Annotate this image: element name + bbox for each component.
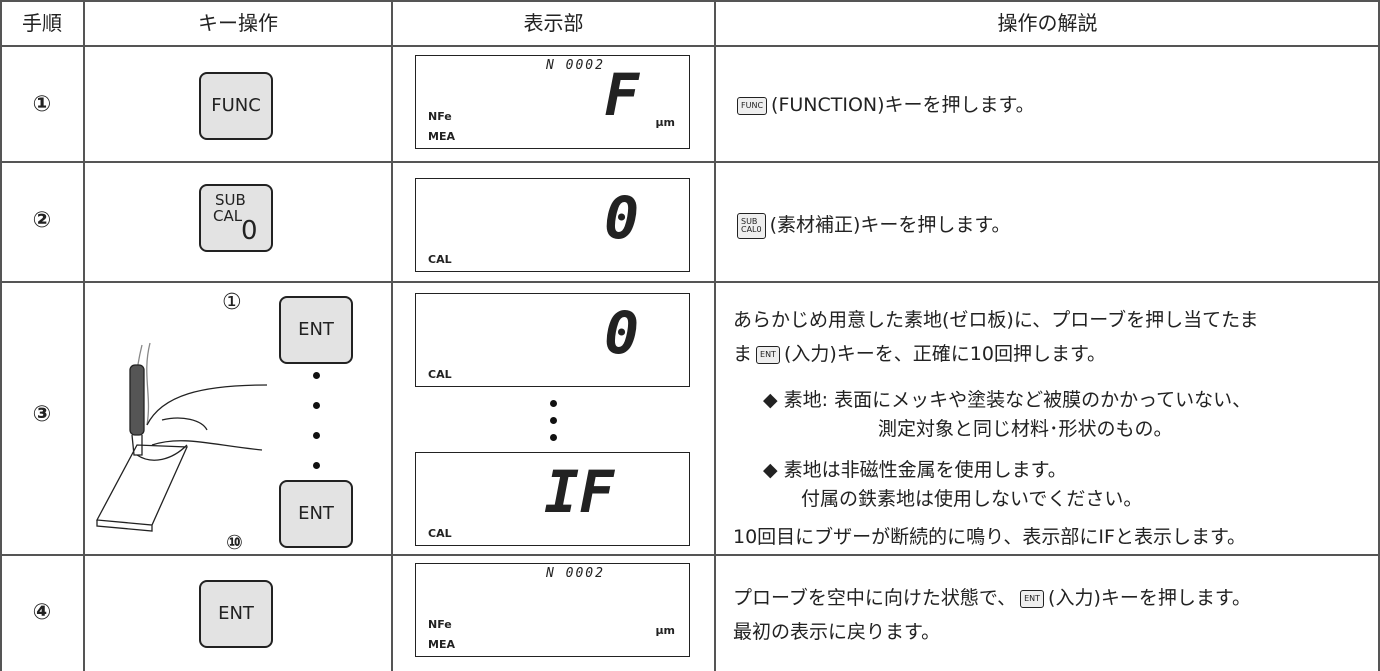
lcd-text: CAL <box>428 527 452 540</box>
step: ② <box>32 208 52 233</box>
dot <box>313 372 320 379</box>
description: プローブを空中に向けた状態で、 ENT (入力)キーを押します。 <box>733 583 1251 610</box>
key-icon: SUB CAL0 <box>737 212 766 239</box>
key-icon: ENT <box>1020 589 1045 608</box>
key: SUB CAL 0 <box>199 184 273 252</box>
lcd: N 0002 NFe μm MEA <box>415 563 690 657</box>
description: ま ENT (入力)キーを、正確に10回押します。 <box>733 339 1106 366</box>
lcd-text: μm <box>655 116 675 129</box>
key: ENT <box>279 296 353 364</box>
key-text: SUB <box>741 216 758 226</box>
description: SUB CAL0 (素材補正)キーを押します。 <box>733 210 1011 239</box>
dot <box>313 432 320 439</box>
text: ◆ 素地は非磁性金属を使用します。 <box>763 459 1067 481</box>
rule <box>714 0 716 671</box>
key: ENT <box>279 480 353 548</box>
marker: ① <box>222 290 242 315</box>
text: 付属の鉄素地は使用しないでください。 <box>801 488 1143 510</box>
lcd-text: NFe <box>428 110 452 123</box>
text: (FUNCTION)キーを押します。 <box>771 94 1035 116</box>
key-icon: FUNC <box>737 96 768 115</box>
text: 10回目にブザーが断続的に鳴り、表示部にIFと表示します。 <box>733 526 1247 548</box>
lcd-text: CAL <box>428 368 452 381</box>
key-text: SUB <box>215 191 246 209</box>
key-text: CAL <box>213 207 243 225</box>
probe-illustration <box>95 342 268 532</box>
text: ◆ 素地: 表面にメッキや塗装など被膜のかかっていない、 <box>763 389 1252 411</box>
dot <box>313 402 320 409</box>
key: ENT <box>199 580 273 648</box>
dot <box>313 462 320 469</box>
text: 最初の表示に戻ります。 <box>733 621 941 643</box>
text: (素材補正)キーを押します。 <box>769 214 1011 236</box>
text: (入力)キーを押します。 <box>1048 587 1251 609</box>
text: あらかじめ用意した素地(ゼロ板)に、プローブを押し当てたま <box>733 309 1259 331</box>
lcd: N 0002 F NFe μm MEA <box>415 55 690 149</box>
rule <box>0 45 1380 47</box>
lcd-text: MEA <box>428 638 455 651</box>
header: キー操作 <box>198 11 278 35</box>
rule <box>391 0 393 671</box>
text: 測定対象と同じ材料･形状のもの。 <box>878 418 1173 440</box>
lcd-text: N 0002 <box>546 566 605 581</box>
marker: ⑩ <box>226 530 243 554</box>
key-text: 0 <box>241 216 258 246</box>
lcd-text: μm <box>655 624 675 637</box>
lcd: 0 CAL <box>415 293 690 387</box>
lcd: 0 CAL <box>415 178 690 272</box>
text: (入力)キーを、正確に10回押します。 <box>783 343 1107 365</box>
rule <box>0 554 1380 556</box>
key: FUNC <box>199 72 273 140</box>
dot <box>550 400 557 407</box>
rule <box>0 0 2 671</box>
lcd-main: 0 <box>604 299 639 367</box>
lcd-main: F <box>604 61 639 129</box>
lcd-text: CAL <box>428 253 452 266</box>
step: ① <box>32 92 52 117</box>
text: プローブを空中に向けた状態で、 <box>733 587 1017 609</box>
text: ま <box>733 343 753 365</box>
key-text: CAL <box>741 224 757 234</box>
lcd-main: 0 <box>604 184 639 252</box>
lcd-main: IF <box>544 458 614 526</box>
key-text: 0 <box>756 224 762 234</box>
header: 表示部 <box>523 11 584 35</box>
lcd: IF CAL <box>415 452 690 546</box>
step: ④ <box>32 600 52 625</box>
rule <box>0 0 1380 2</box>
lcd-text: NFe <box>428 618 452 631</box>
dot <box>550 417 557 424</box>
header: 手順 <box>22 11 62 35</box>
rule <box>0 161 1380 163</box>
step: ③ <box>32 402 52 427</box>
rule <box>1378 0 1380 671</box>
lcd-text: MEA <box>428 130 455 143</box>
rule <box>83 0 85 671</box>
description: FUNC (FUNCTION)キーを押します。 <box>733 90 1035 117</box>
header: 操作の解説 <box>997 11 1098 35</box>
dot <box>550 434 557 441</box>
rule <box>0 281 1380 283</box>
lcd-text: N 0002 <box>546 58 605 73</box>
key-icon: ENT <box>756 345 780 364</box>
